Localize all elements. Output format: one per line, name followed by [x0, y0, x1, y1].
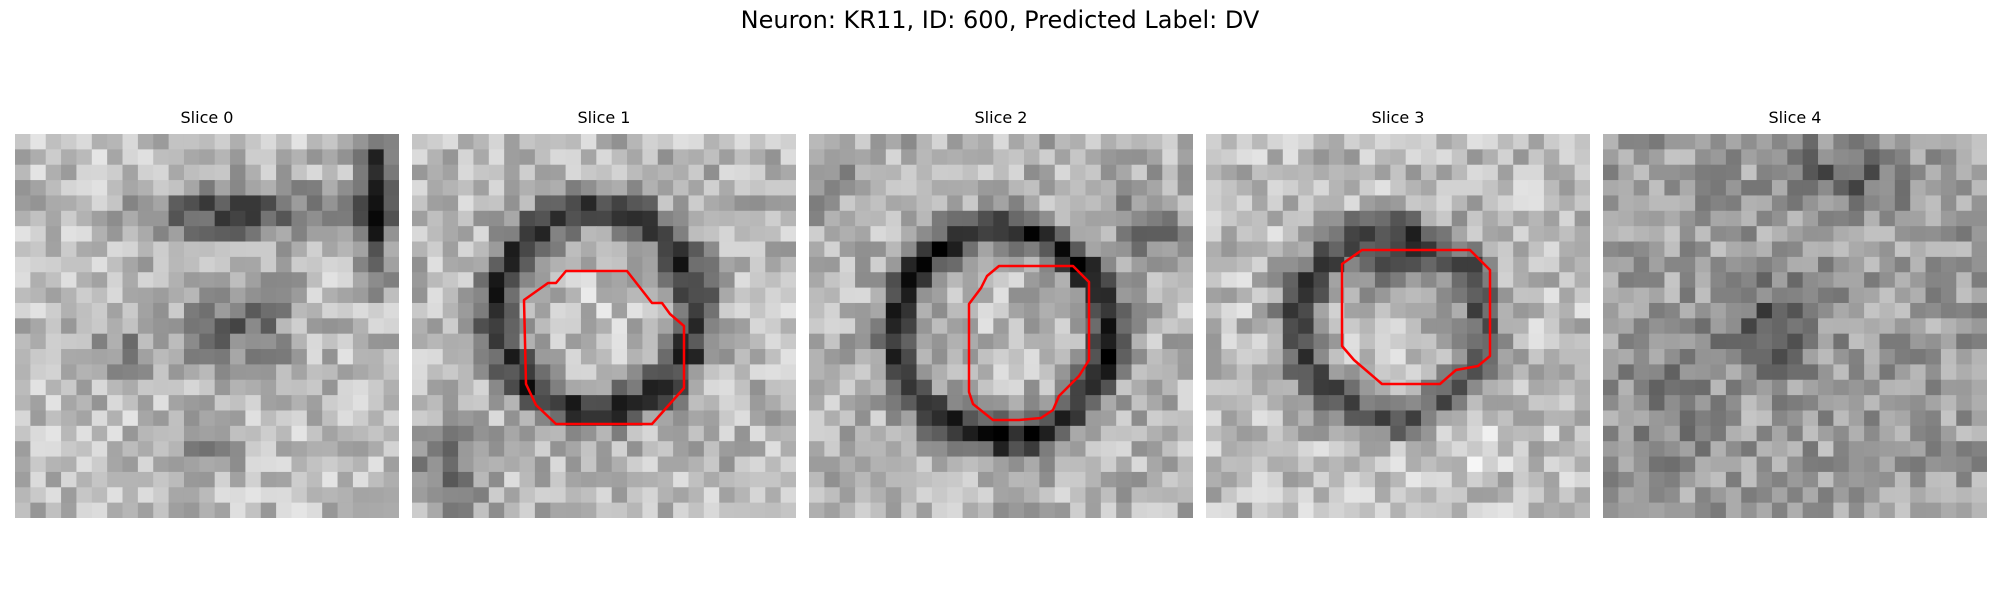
- slice-3-svg: [1206, 134, 1590, 518]
- slice-3-title: Slice 3: [1371, 108, 1425, 127]
- slice-1-roi-contour: [522, 269, 686, 426]
- slice-2-title: Slice 2: [974, 108, 1028, 127]
- slice-0-image: [15, 134, 399, 518]
- figure-title: Neuron: KR11, ID: 600, Predicted Label: …: [740, 6, 1260, 34]
- slice-1-svg: [412, 134, 796, 518]
- slice-1-image: [412, 134, 796, 518]
- slice-3-roi-contour: [1340, 248, 1492, 386]
- slice-0-title: Slice 0: [180, 108, 234, 127]
- slice-4-image: [1603, 134, 1987, 518]
- slice-1-title: Slice 1: [577, 108, 631, 127]
- slice-4-title: Slice 4: [1768, 108, 1822, 127]
- slice-4-svg: [1603, 134, 1987, 518]
- slice-3-image: [1206, 134, 1590, 518]
- slice-2-svg: [809, 134, 1193, 518]
- slice-2-roi-contour: [967, 264, 1091, 422]
- slice-0-svg: [15, 134, 399, 518]
- slice-2-image: [809, 134, 1193, 518]
